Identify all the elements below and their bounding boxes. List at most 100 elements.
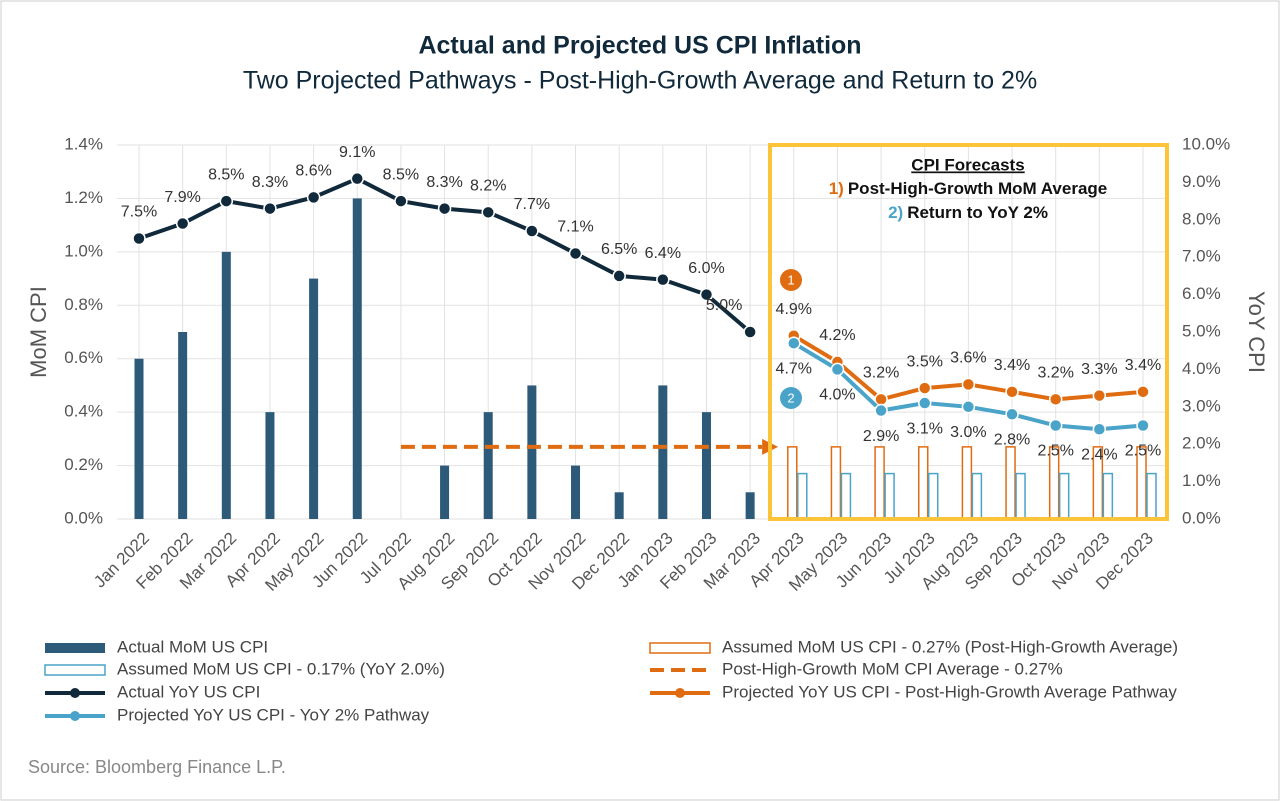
- y2-tick-label: 8.0%: [1182, 209, 1221, 228]
- data-label: 4.9%: [776, 301, 812, 318]
- bar: [927, 472, 939, 520]
- data-label: 3.6%: [950, 350, 986, 367]
- annotation-heading: CPI Forecasts: [911, 155, 1024, 174]
- data-label: 2.5%: [1037, 443, 1073, 460]
- bar: [701, 412, 711, 519]
- y2-tick-label: 3.0%: [1182, 396, 1221, 415]
- data-label: 4.0%: [819, 387, 855, 404]
- bar: [1058, 472, 1070, 520]
- y-tick-label: 0.4%: [64, 402, 103, 421]
- line-point: [306, 190, 321, 205]
- legend-swatch-point: [70, 711, 80, 721]
- data-label: 6.0%: [688, 260, 724, 277]
- data-label: 4.2%: [819, 327, 855, 344]
- data-label: 3.1%: [907, 420, 943, 437]
- y2-axis-title: YoY CPI: [1244, 291, 1269, 373]
- y2-tick-label: 10.0%: [1182, 134, 1230, 153]
- bar: [1015, 472, 1026, 520]
- line-point: [219, 194, 234, 208]
- data-label: 2.4%: [1081, 446, 1117, 463]
- line-point: [1092, 388, 1107, 403]
- data-label: 8.5%: [383, 166, 419, 183]
- line-point: [1136, 418, 1150, 433]
- bar: [830, 446, 842, 520]
- bar: [440, 465, 450, 519]
- bar: [745, 492, 755, 519]
- pathway-marker: [780, 269, 802, 291]
- line-point: [917, 396, 932, 410]
- bar: [1005, 446, 1016, 520]
- annotation-item: 1) Post-High-Growth MoM Average: [829, 179, 1108, 198]
- line-point: [874, 392, 888, 407]
- data-label: 3.5%: [907, 353, 943, 370]
- bar: [1102, 472, 1114, 520]
- bar: [483, 412, 493, 519]
- y-tick-label: 1.0%: [64, 241, 103, 260]
- line-point: [1092, 422, 1107, 436]
- y2-tick-label: 2.0%: [1182, 434, 1221, 453]
- line-point: [525, 224, 539, 238]
- bar: [787, 446, 798, 520]
- pathway-marker: [780, 387, 802, 409]
- line-point: [917, 381, 932, 395]
- bar: [961, 446, 973, 520]
- y2-tick-label: 6.0%: [1182, 284, 1221, 303]
- legend-swatch-point: [675, 688, 685, 698]
- bar: [840, 472, 852, 520]
- legend-swatch-point: [70, 688, 80, 698]
- bar: [134, 358, 144, 519]
- bar: [917, 446, 929, 520]
- y2-tick-label: 0.0%: [1182, 508, 1221, 527]
- y2-tick-label: 4.0%: [1182, 359, 1221, 378]
- bar: [1146, 472, 1157, 520]
- data-label: 8.6%: [295, 163, 331, 180]
- y-tick-label: 0.0%: [64, 508, 103, 527]
- legend-label: Assumed MoM US CPI - 0.27% (Post-High-Gr…: [722, 637, 1178, 656]
- annotation-number: 2): [888, 203, 903, 222]
- bar: [971, 472, 983, 520]
- legend-swatch: [649, 642, 711, 654]
- legend-label: Assumed MoM US CPI - 0.17% (YoY 2.0%): [117, 659, 445, 678]
- data-label: 3.2%: [863, 365, 899, 382]
- line-point: [1005, 407, 1019, 422]
- data-label: 8.3%: [252, 174, 288, 191]
- annotation-text: Post-High-Growth MoM Average: [848, 179, 1107, 198]
- line-point: [699, 287, 714, 302]
- data-label: 7.5%: [121, 204, 157, 221]
- y-tick-label: 0.6%: [64, 348, 103, 367]
- data-label: 2.8%: [994, 431, 1030, 448]
- data-label: 8.3%: [426, 174, 462, 191]
- bar: [352, 198, 362, 519]
- line-point: [1005, 385, 1019, 399]
- bar: [884, 472, 895, 520]
- line-point: [961, 377, 976, 392]
- line-point: [961, 400, 976, 414]
- bar: [309, 278, 319, 519]
- line-point: [874, 403, 888, 418]
- data-label: 3.2%: [1037, 365, 1073, 382]
- legend-swatch: [44, 664, 106, 676]
- data-label: 7.7%: [514, 196, 550, 213]
- data-label: 3.3%: [1081, 361, 1117, 378]
- data-label: 3.0%: [950, 424, 986, 441]
- bar: [797, 472, 808, 520]
- data-label: 8.2%: [470, 178, 506, 195]
- line-point: [481, 205, 495, 220]
- source: Source: Bloomberg Finance L.P.: [28, 757, 286, 777]
- y2-tick-label: 9.0%: [1182, 172, 1221, 191]
- bar: [571, 465, 581, 519]
- data-label: 8.5%: [208, 166, 244, 183]
- line-point: [743, 325, 757, 339]
- data-label: 7.1%: [557, 219, 593, 236]
- data-label: 2.5%: [1125, 443, 1161, 460]
- bar: [874, 446, 885, 520]
- data-label: 2.9%: [863, 428, 899, 445]
- legend-swatch: [45, 643, 105, 653]
- legend-label: Post-High-Growth MoM CPI Average - 0.27%: [722, 659, 1063, 678]
- y-axis-title: MoM CPI: [26, 286, 51, 378]
- bar: [178, 332, 188, 519]
- line-point: [1136, 385, 1150, 399]
- line-point: [612, 269, 626, 283]
